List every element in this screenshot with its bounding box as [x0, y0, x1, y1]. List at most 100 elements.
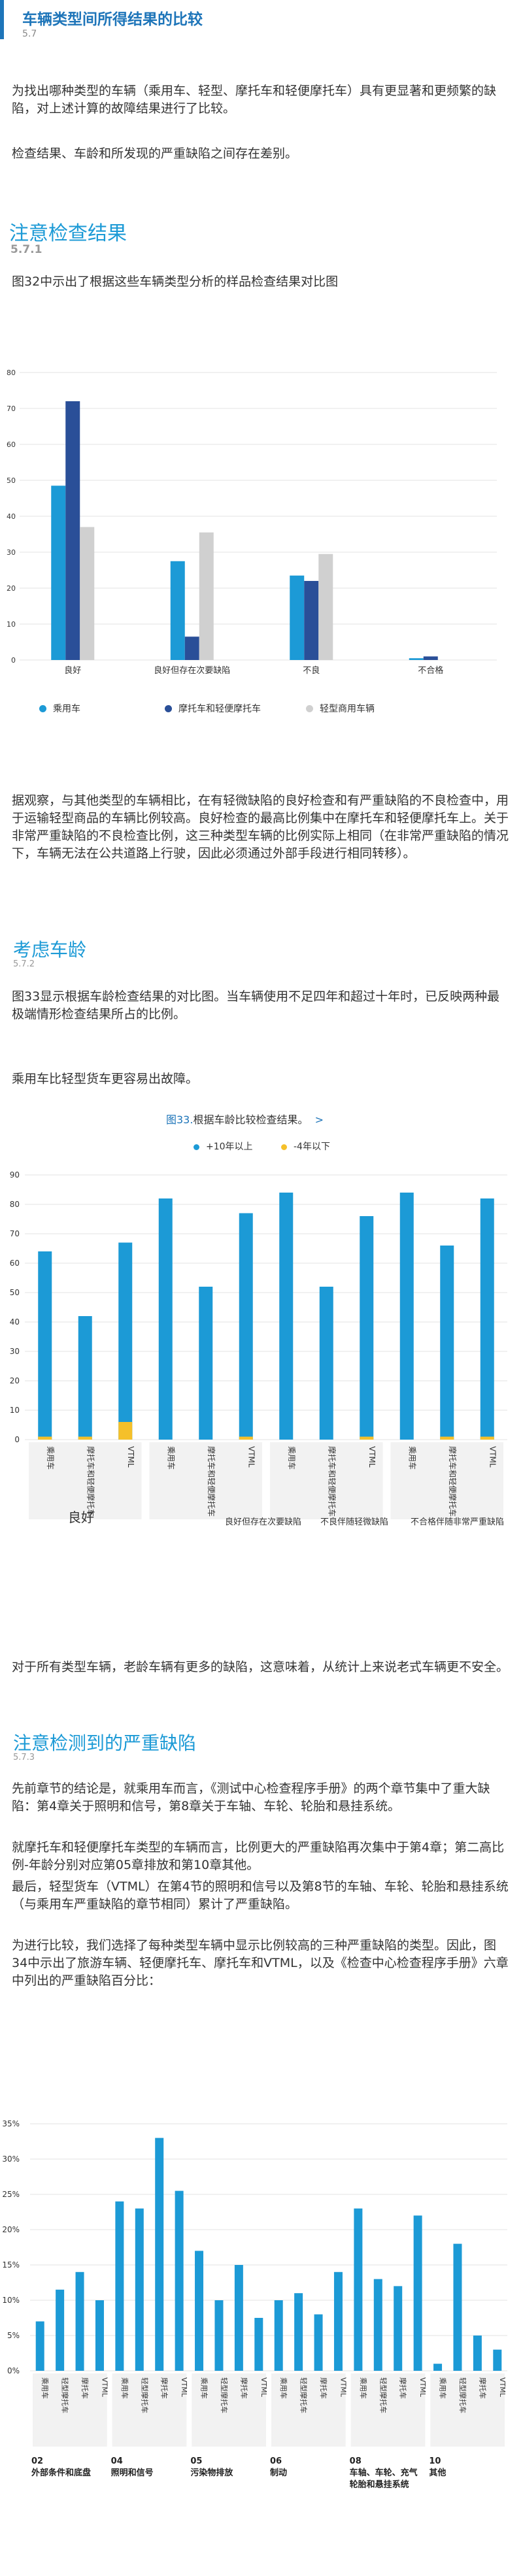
chart-34-group-text: 照明和信号: [110, 2468, 154, 2478]
chart-32-bar: [80, 527, 95, 660]
chart-33-bar-older: [319, 1287, 333, 1440]
chart-34: 0% 5% 10% 15% 20% 25% 30% 35% 乘用车 轻型摩托车 摩托车 VTML 乘用…: [2, 2119, 507, 2447]
chart-34-bar: [354, 2208, 363, 2371]
chart-32-legend-item-1: 乘用车: [39, 702, 80, 715]
chevron-right-icon: >: [314, 1114, 324, 1126]
section-2-intro: 图33显示根据车龄检查结果的对比图。当车辆使用不足四年和超过十年时，已反映两种最…: [12, 989, 500, 1021]
chart-34-bar: [195, 2251, 204, 2371]
group-label-box: [29, 1442, 142, 1519]
chart-34-group-text: 外部条件和底盘: [31, 2468, 92, 2478]
section-1-title: 注意检查结果: [9, 222, 127, 245]
x-tick-label: VTML: [367, 1446, 377, 1468]
section-2-paragraph-2: 乘用车比轻型货车更容易出故障。: [12, 1072, 199, 1086]
x-tick-label: 轻型摩托车: [299, 2377, 309, 2413]
intro-paragraph-2: 检查结果、车龄和所发现的严重缺陷之间存在差别。: [12, 146, 298, 161]
x-tick-label: VTML: [260, 2377, 268, 2398]
y-tick-label: 60: [10, 1259, 20, 1268]
section-1-intro: 图32中示出了根据这些车辆类型分析的样品检查结果对比图: [12, 274, 339, 289]
x-tick-label: 乘用车: [287, 1446, 297, 1470]
y-tick-label: 20: [10, 1376, 20, 1385]
chart-33-bar-older: [239, 1213, 253, 1440]
y-tick-label: 30: [10, 1347, 20, 1356]
x-tick-label: 乘用车: [439, 2377, 448, 2399]
group-label-box: [112, 2373, 187, 2447]
section-3-paragraph-3: 最后，轻型货车（VTML）在第4节的照明和信号以及第8节的车轴、车轮、轮胎和悬挂…: [12, 1879, 509, 1911]
legend-label: 轻型商用车辆: [320, 704, 375, 714]
intro-paragraph-1: 为找出哪种类型的车辆（乘用车、轻型、摩托车和轻便摩托车）具有更显著和更频繁的缺陷…: [12, 84, 497, 116]
chart-33-bar-newer: [78, 1436, 92, 1440]
chart-33-title-prefix: 图33.: [166, 1114, 194, 1126]
chart-34-group-text: 车轴、车轮、充气轮胎和悬挂系统: [349, 2468, 418, 2490]
section-3-title: 注意检测到的严重缺陷: [13, 1732, 197, 1754]
chart-33-bar-older: [118, 1242, 133, 1440]
y-tick-label: 10: [7, 620, 16, 629]
group-label-box: [192, 2373, 266, 2447]
y-tick-label: 50: [10, 1288, 20, 1297]
y-tick-label: 10%: [2, 2296, 20, 2305]
x-tick-label: 摩托车: [239, 2377, 248, 2399]
chart-34-bar: [95, 2300, 104, 2371]
y-tick-label: 60: [7, 440, 16, 449]
y-tick-label: 70: [7, 405, 16, 413]
chart-34-bar: [75, 2271, 84, 2371]
chart-34-bar: [254, 2318, 263, 2371]
y-tick-label: 35%: [2, 2119, 20, 2128]
chart-34-bar: [314, 2314, 323, 2371]
chart-33-bar-older: [199, 1287, 213, 1440]
x-tick-label: 摩托车: [399, 2377, 408, 2399]
x-tick-label: VTML: [418, 2377, 427, 2398]
chart-32-bar: [65, 401, 80, 660]
y-tick-label: 5%: [7, 2331, 20, 2340]
chart-34-group-label: 08 车轴、车轮、充气轮胎和悬挂系统: [350, 2456, 426, 2491]
chart-33-title[interactable]: 图33.根据车龄比较检查结果。 >: [166, 1111, 324, 1127]
x-tick-label: 摩托车: [80, 2377, 90, 2399]
x-tick-label: 轻型摩托车: [61, 2377, 70, 2413]
y-tick-label: 30: [7, 548, 16, 557]
chart-33-legend-item-2: -4年以下: [281, 1140, 330, 1153]
group-label-box: [271, 2373, 346, 2447]
chart-34-group-number: 06: [270, 2456, 282, 2466]
group-label-box: [430, 2373, 505, 2447]
chart-34-group-text: 其他: [429, 2468, 447, 2478]
legend-label: 乘用车: [53, 704, 80, 714]
x-tick-label: 良好: [64, 665, 81, 676]
y-tick-label: 40: [7, 512, 16, 521]
x-tick-label: VTML: [126, 1446, 135, 1468]
x-tick-label: VTML: [180, 2377, 188, 2398]
chart-33-bar-newer: [480, 1436, 494, 1440]
chart-34-bar: [333, 2271, 343, 2371]
x-tick-label: 乘用车: [120, 2377, 129, 2399]
chart-34-bar: [394, 2286, 403, 2371]
x-tick-label: 不合格: [418, 665, 443, 676]
section-3-number: 5.7.3: [13, 1753, 35, 1762]
chart-32-bar: [409, 658, 424, 660]
group-label-box: [350, 2373, 426, 2447]
x-tick-label: 乘用车: [279, 2377, 288, 2399]
x-tick-label: 摩托车: [160, 2377, 169, 2399]
chart-33-bar-newer: [38, 1436, 52, 1440]
x-tick-label: 乘用车: [200, 2377, 209, 2399]
chart-34-bar: [56, 2289, 65, 2371]
chart-33-bar-older: [480, 1198, 494, 1440]
group-label-box: [149, 1442, 262, 1519]
chart-33-bar-newer: [440, 1436, 454, 1440]
group-label-box: [270, 1442, 383, 1519]
chart-34-group-text: 制动: [270, 2468, 288, 2478]
y-tick-label: 40: [10, 1317, 20, 1327]
x-tick-label: VTML: [246, 1446, 256, 1468]
section-1-number: 5.7.1: [10, 243, 42, 256]
chart-32-legend-item-3: 轻型商用车辆: [306, 702, 375, 715]
chart-33-group-label-3: 不良伴随轻微缺陷: [320, 1517, 389, 1527]
section-2-title: 考虑车龄: [13, 939, 87, 961]
chart-32-bar: [304, 581, 319, 660]
y-tick-label: 20: [7, 584, 16, 593]
chart-34-bar: [214, 2300, 224, 2371]
chart-33-bar-older: [360, 1216, 374, 1440]
chart-34-group-number: 10: [429, 2456, 441, 2466]
chart-34-group-number: 08: [349, 2456, 362, 2466]
y-tick-label: 90: [10, 1170, 20, 1180]
y-tick-label: 0: [11, 656, 16, 665]
x-tick-label: 轻型摩托车: [220, 2377, 229, 2413]
chart-34-bar: [175, 2190, 184, 2371]
x-tick-label: 乘用车: [359, 2377, 368, 2399]
